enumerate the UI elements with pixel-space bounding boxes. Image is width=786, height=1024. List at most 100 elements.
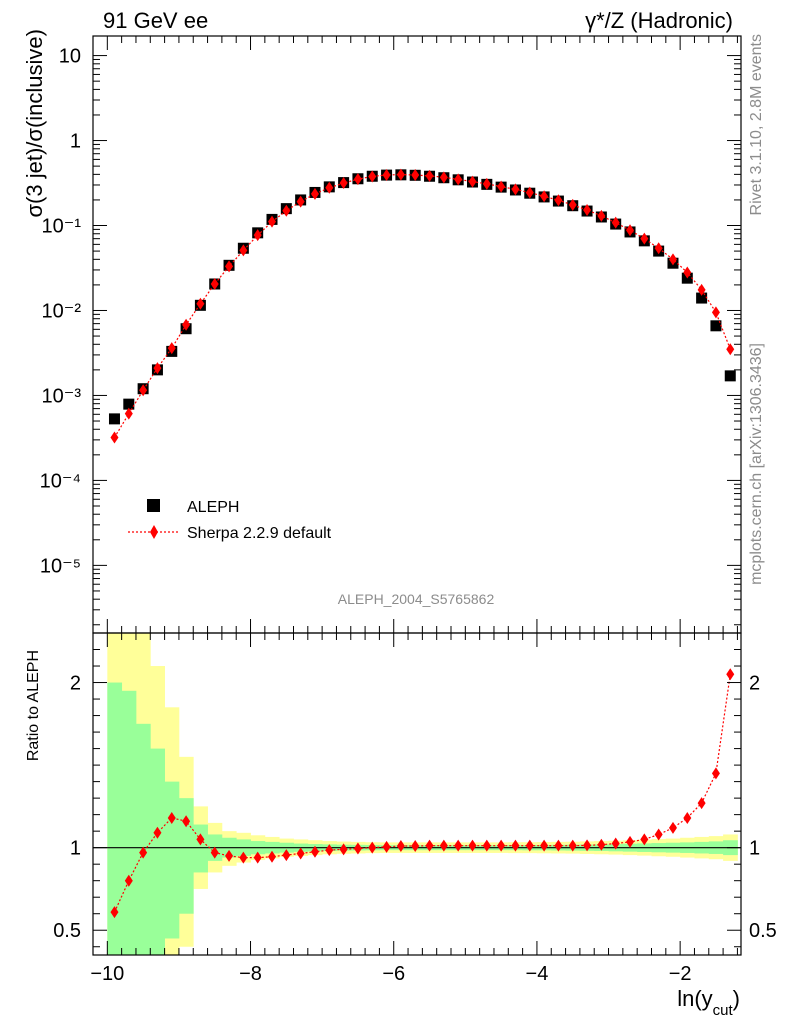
ratio-mc-point [654, 828, 663, 841]
ratio-mc-point [583, 839, 592, 852]
sherpa-mc-point [640, 232, 649, 245]
aleph-data-point [696, 292, 708, 304]
sherpa-mc-point [353, 173, 362, 186]
band-inner-bin [164, 781, 180, 939]
sherpa-mc-point [210, 277, 219, 290]
tick-label: −2 [669, 963, 692, 985]
sherpa-mc-point [468, 175, 477, 188]
rivet-version-text: Rivet 3.1.10, 2.8M events [748, 34, 765, 215]
ratio-mc-point [253, 851, 262, 864]
aleph-data-point [108, 413, 120, 425]
sherpa-mc-point [325, 181, 334, 194]
sherpa-mc-point [225, 260, 234, 273]
sherpa-mc-point [511, 183, 520, 196]
tick-label: 10⁻⁴ [40, 470, 81, 492]
aleph-data-point [123, 398, 135, 410]
sherpa-mc-point [282, 204, 291, 217]
header-right: γ*/Z (Hadronic) [585, 8, 733, 33]
x-axis-title: ln(ycut) [677, 986, 740, 1019]
sherpa-mc-point [396, 168, 405, 181]
sherpa-mc-point [182, 318, 191, 331]
legend-label-aleph: ALEPH [187, 499, 239, 516]
sherpa-mc-point [697, 283, 706, 296]
ratio-mc-point [626, 835, 635, 848]
ratio-mc-point [411, 840, 420, 853]
ratio-panel-frame [92, 632, 742, 956]
ratio-mc-point [139, 846, 148, 859]
legend-label-sherpa: Sherpa 2.2.9 default [187, 525, 332, 542]
ratio-mc-point [210, 846, 219, 859]
sherpa-mc-point [139, 384, 148, 397]
ratio-mc-point [697, 797, 706, 810]
tick-label: 2 [749, 673, 760, 695]
sherpa-mc-point [668, 253, 677, 266]
ratio-mc-point [368, 841, 377, 854]
sherpa-mc-point [368, 170, 377, 183]
tick-label: −6 [382, 963, 405, 985]
ratio-mc-point [110, 906, 119, 919]
sherpa-mc-point [683, 266, 692, 279]
main-panel-frame [92, 35, 742, 634]
ratio-mc-point [711, 767, 720, 780]
analysis-label: ALEPH_2004_S5765862 [338, 591, 495, 607]
ratio-mc-point [640, 833, 649, 846]
legend: ALEPH Sherpa 2.2.9 default [128, 499, 332, 542]
sherpa-mc-point [626, 224, 635, 237]
sherpa-mc-point [583, 204, 592, 217]
sherpa-mc-point [540, 190, 549, 203]
tick-label: 10⁻¹ [42, 216, 82, 238]
sherpa-mc-point [339, 177, 348, 190]
ratio-mc-point [396, 840, 405, 853]
ratio-mc-point [525, 839, 534, 852]
ratio-mc-point [482, 839, 491, 852]
ratio-mc-point [668, 821, 677, 834]
sherpa-mc-point [497, 180, 506, 193]
sherpa-mc-point [554, 194, 563, 207]
tick-label: −4 [526, 963, 549, 985]
sherpa-mc-point [711, 306, 720, 319]
x-axis-title-close: ) [733, 986, 740, 1011]
sherpa-mc-point [268, 215, 277, 228]
sherpa-mc-point [425, 169, 434, 182]
ratio-mc-point [540, 839, 549, 852]
sherpa-mc-point [153, 362, 162, 375]
ratio-mc-point [167, 811, 176, 824]
sherpa-mc-point [411, 169, 420, 182]
ratio-mc-point [282, 849, 291, 862]
sherpa-mc-point [654, 242, 663, 255]
mcplots-reference-text: mcplots.cern.ch [arXiv:1306.3436] [748, 343, 765, 585]
axis-ticks [93, 36, 741, 955]
sherpa-mc-point [239, 244, 248, 257]
ratio-mc-point [296, 847, 305, 860]
main-y-axis-title: σ(3 jet)/σ(inclusive) [22, 29, 47, 218]
sherpa-mc-line [113, 173, 731, 438]
ratio-mc-point [182, 815, 191, 828]
band-inner-bin [135, 723, 151, 955]
ratio-mc-point [568, 839, 577, 852]
tick-label: 0.5 [53, 920, 81, 942]
ratio-mc-point [339, 843, 348, 856]
plot-frames [92, 35, 742, 956]
ratio-mc-point [310, 845, 319, 858]
ratio-mc-point [597, 838, 606, 851]
ratio-mc-point [554, 839, 563, 852]
tick-label: 1 [749, 838, 760, 860]
sherpa-mc-point [310, 187, 319, 200]
ratio-mc-point [439, 839, 448, 852]
ratio-mc-point [124, 874, 133, 887]
tick-label: 2 [70, 673, 81, 695]
sherpa-mc-point [439, 171, 448, 184]
tick-label: 0.5 [749, 920, 777, 942]
sherpa-mc-point [382, 169, 391, 182]
ratio-mc-point [353, 842, 362, 855]
tick-label: 10⁻³ [42, 385, 82, 407]
sherpa-mc-point [568, 198, 577, 211]
sherpa-mc-point [110, 431, 119, 444]
tick-label: 10⁻⁵ [40, 555, 81, 577]
main-series [108, 168, 736, 444]
ratio-mc-point [425, 839, 434, 852]
tick-label: 10 [59, 46, 81, 68]
aleph-data-point [724, 370, 736, 382]
ratio-mc-point [454, 839, 463, 852]
band-inner-bin [193, 824, 208, 873]
